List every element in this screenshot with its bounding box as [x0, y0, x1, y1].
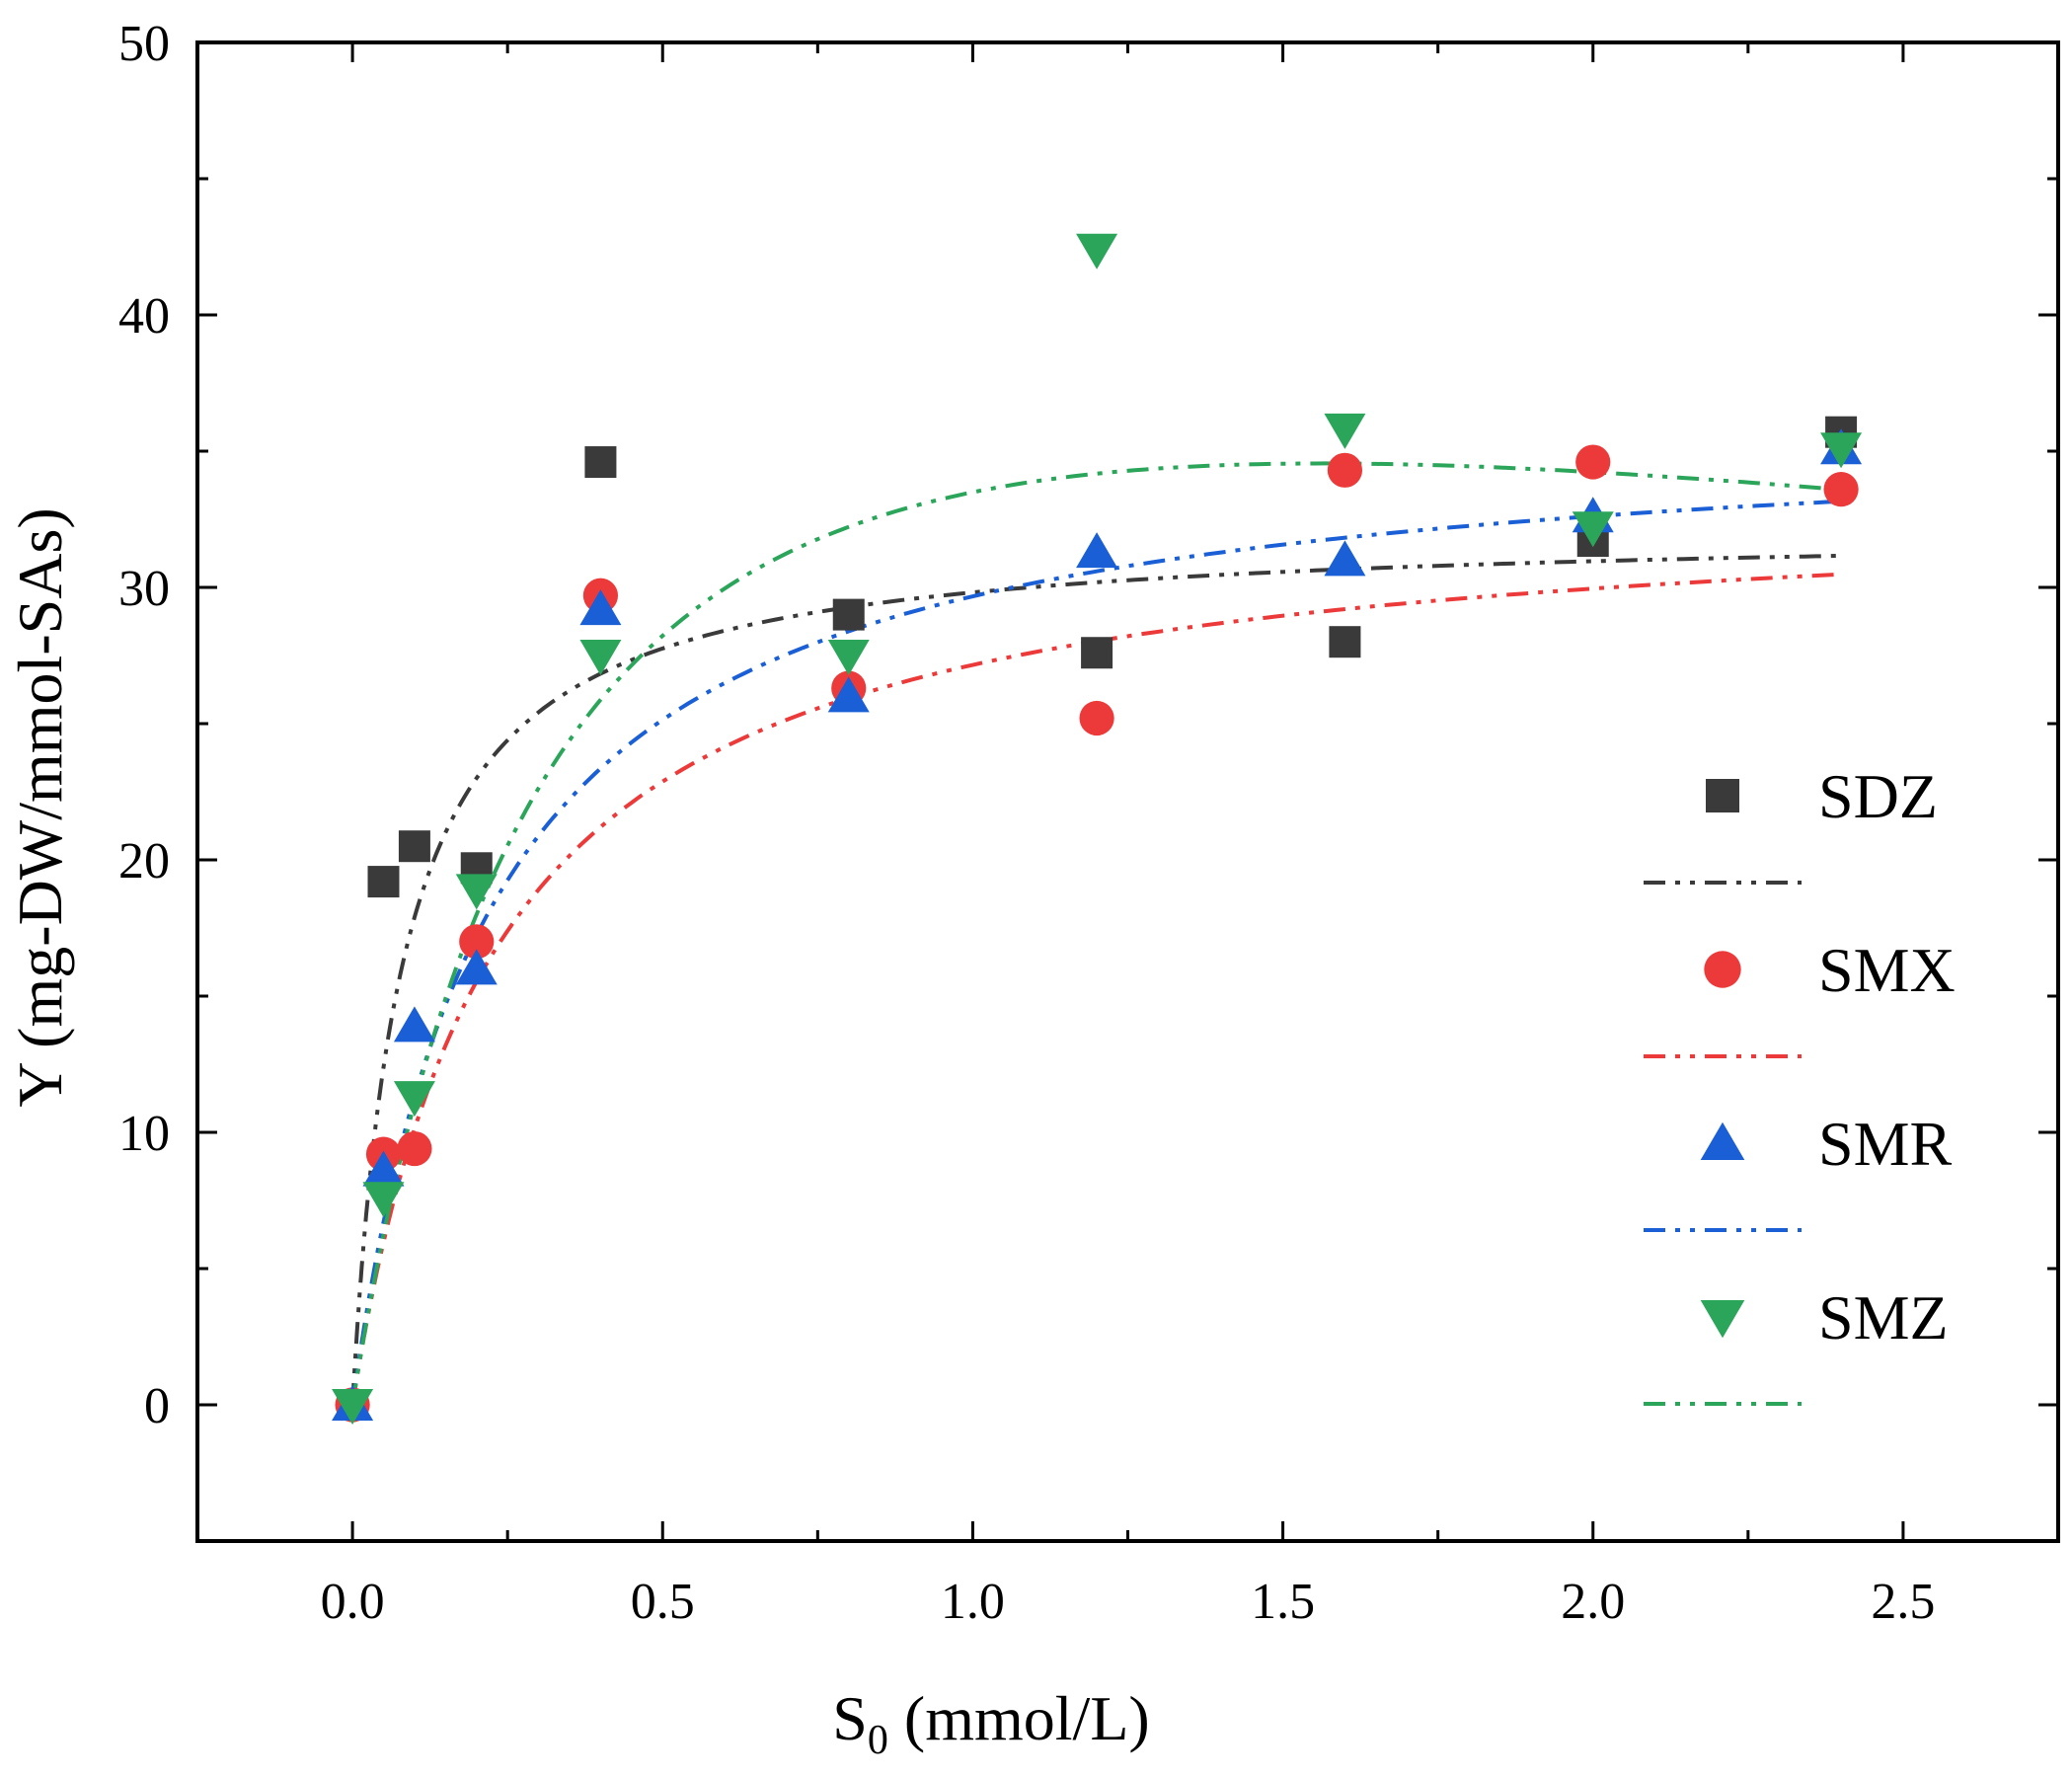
- point-sdz: [832, 598, 865, 631]
- point-smz: [827, 640, 870, 675]
- point-smr: [393, 1006, 435, 1043]
- point-smz: [332, 1389, 374, 1425]
- point-smz: [362, 1182, 405, 1218]
- point-smr: [1076, 532, 1118, 569]
- point-smx: [1079, 700, 1114, 736]
- x-tick-label: 1.5: [1251, 1574, 1315, 1630]
- y-axis-title: Y (mg-DW/mmol-SAs): [5, 507, 75, 1107]
- x-axis-title-main: S: [832, 1683, 868, 1753]
- point-sdz: [367, 866, 400, 898]
- x-tick-label: 0.0: [321, 1574, 385, 1630]
- point-smr: [827, 676, 870, 713]
- fit-curves: [350, 461, 1842, 1406]
- point-sdz: [1329, 626, 1361, 658]
- point-smz: [1820, 432, 1863, 469]
- fit-curve-sdz: [350, 553, 1842, 1405]
- axis-ticks: 0.0 0.5 1.0 1.5 2.0 2.5 0 10 20 30 40 50: [118, 16, 2060, 1630]
- plot-frame: [195, 40, 2060, 1543]
- y-tick-label: 20: [118, 833, 170, 889]
- x-axis-title-subscript: 0: [868, 1718, 888, 1763]
- point-smz: [455, 874, 498, 910]
- x-tick-label: 0.5: [631, 1574, 695, 1630]
- y-tick-label: 40: [118, 288, 170, 345]
- point-smz: [393, 1081, 435, 1118]
- y-tick-label: 50: [118, 16, 170, 72]
- point-smx: [1575, 444, 1611, 480]
- legend-marker-smz: [1700, 1300, 1745, 1339]
- point-smr: [1324, 540, 1366, 577]
- point-smx: [397, 1130, 432, 1167]
- data-points: [332, 233, 1863, 1425]
- point-smz: [579, 640, 622, 675]
- fit-curve-smx: [350, 572, 1842, 1406]
- point-smx: [1327, 452, 1363, 488]
- y-tick-label: 0: [144, 1378, 170, 1434]
- axes-frame-group: [195, 40, 2060, 1543]
- point-smr: [455, 949, 498, 985]
- point-smz: [1076, 233, 1118, 270]
- point-smr: [579, 589, 622, 626]
- point-sdz: [1081, 637, 1113, 669]
- point-smr: [362, 1150, 405, 1187]
- x-tick-label: 2.5: [1871, 1574, 1935, 1630]
- legend-marker-sdz: [1706, 779, 1739, 812]
- legend-label-sdz: SDZ: [1818, 761, 1938, 831]
- x-tick-label: 1.0: [941, 1574, 1005, 1630]
- legend-label-smz: SMZ: [1818, 1282, 1949, 1352]
- point-smz: [1324, 413, 1366, 449]
- x-tick-label: 2.0: [1561, 1574, 1625, 1630]
- y-tick-label: 30: [118, 561, 170, 617]
- point-smx: [459, 924, 495, 960]
- legend-marker-smr: [1700, 1121, 1745, 1160]
- legend-marker-smx: [1704, 951, 1741, 988]
- legend-label-smr: SMR: [1818, 1109, 1953, 1179]
- x-axis-title-unit: (mmol/L): [888, 1683, 1150, 1753]
- fit-curve-smr: [350, 499, 1842, 1406]
- point-smz: [1572, 511, 1614, 548]
- point-sdz: [398, 830, 430, 863]
- fit-curve-smz: [350, 461, 1842, 1406]
- x-axis-title: S0 (mmol/L): [832, 1683, 1149, 1763]
- y-tick-label: 10: [118, 1106, 170, 1162]
- point-sdz: [584, 446, 617, 479]
- legend-label-smx: SMX: [1818, 935, 1956, 1005]
- legend: SDZ SMX SMR SMZ: [1644, 761, 1956, 1406]
- point-smx: [1823, 472, 1859, 507]
